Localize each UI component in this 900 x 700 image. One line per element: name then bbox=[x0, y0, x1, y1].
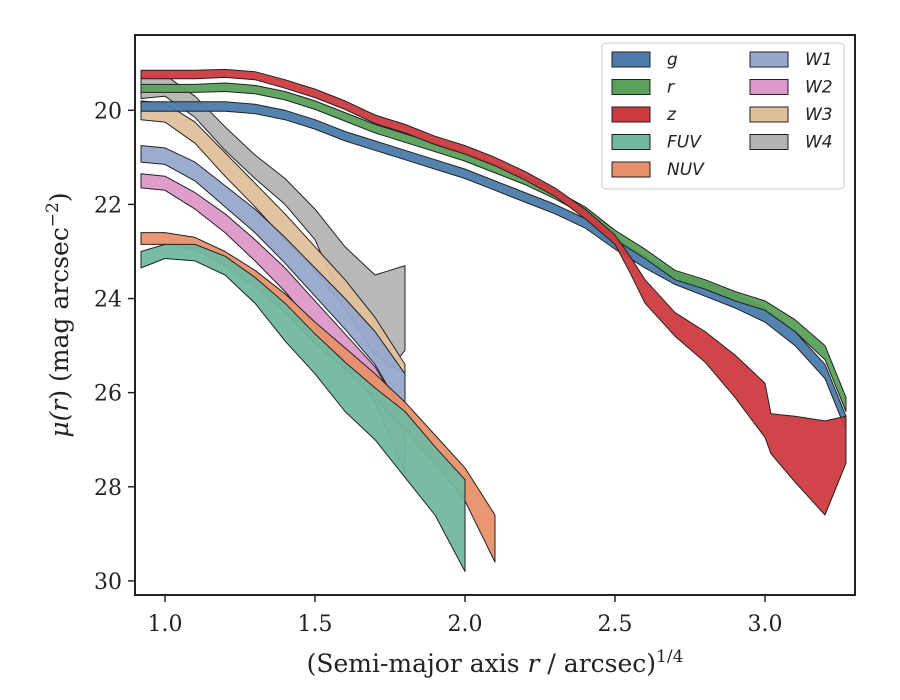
y-tick-label: 20 bbox=[94, 99, 122, 124]
legend-swatch-z bbox=[611, 106, 651, 123]
y-axis-title: μ(r) (mag arcsec−2) bbox=[43, 192, 74, 437]
legend-swatch-w4 bbox=[749, 134, 789, 150]
x-tick-label: 2.0 bbox=[448, 612, 483, 637]
profile-bands bbox=[140, 68, 847, 572]
legend-label-w3: W3 bbox=[805, 105, 833, 125]
y-axis-ticks: 20 22 24 26 28 30 bbox=[94, 99, 135, 595]
x-tick-label: 1.5 bbox=[298, 612, 333, 637]
legend: grz FUV NUV W1 W2 W3 W4 bbox=[601, 42, 845, 190]
y-tick-label: 30 bbox=[94, 570, 122, 595]
x-axis-ticks: 1.0 1.5 2.0 2.5 3.0 bbox=[148, 595, 783, 637]
y-tick-label: 24 bbox=[94, 288, 122, 313]
legend-label-w1: W1 bbox=[805, 50, 833, 70]
legend-label-fuv: FUV bbox=[667, 133, 702, 153]
x-axis-title: (Semi-major axis r / arcsec)1/4 bbox=[307, 647, 684, 678]
x-tick-label: 1.0 bbox=[148, 612, 183, 637]
legend-swatch-nuv bbox=[611, 161, 651, 178]
legend-label-r: r bbox=[667, 78, 675, 98]
legend-swatch-fuv bbox=[611, 134, 651, 150]
y-tick-label: 22 bbox=[94, 193, 122, 218]
legend-label-z: z bbox=[666, 105, 677, 125]
legend-label-w2: W2 bbox=[805, 78, 833, 98]
y-tick-label: 26 bbox=[94, 382, 122, 407]
legend-swatch-w3 bbox=[749, 106, 789, 123]
band-fuv bbox=[140, 243, 466, 572]
plot-frame bbox=[134, 34, 856, 596]
legend-swatch-r bbox=[611, 79, 651, 95]
y-tick-label: 28 bbox=[94, 476, 122, 501]
band-r bbox=[140, 82, 847, 412]
legend-swatch-w1 bbox=[749, 51, 789, 68]
legend-swatch-g bbox=[611, 51, 651, 68]
band-z bbox=[140, 68, 847, 516]
legend-label-w4: W4 bbox=[805, 133, 833, 153]
x-tick-label: 2.5 bbox=[598, 612, 633, 637]
legend-swatch-w2 bbox=[749, 79, 789, 95]
legend-label-nuv: NUV bbox=[667, 160, 705, 180]
legend-label-g: g bbox=[667, 50, 678, 70]
x-tick-label: 3.0 bbox=[748, 612, 783, 637]
